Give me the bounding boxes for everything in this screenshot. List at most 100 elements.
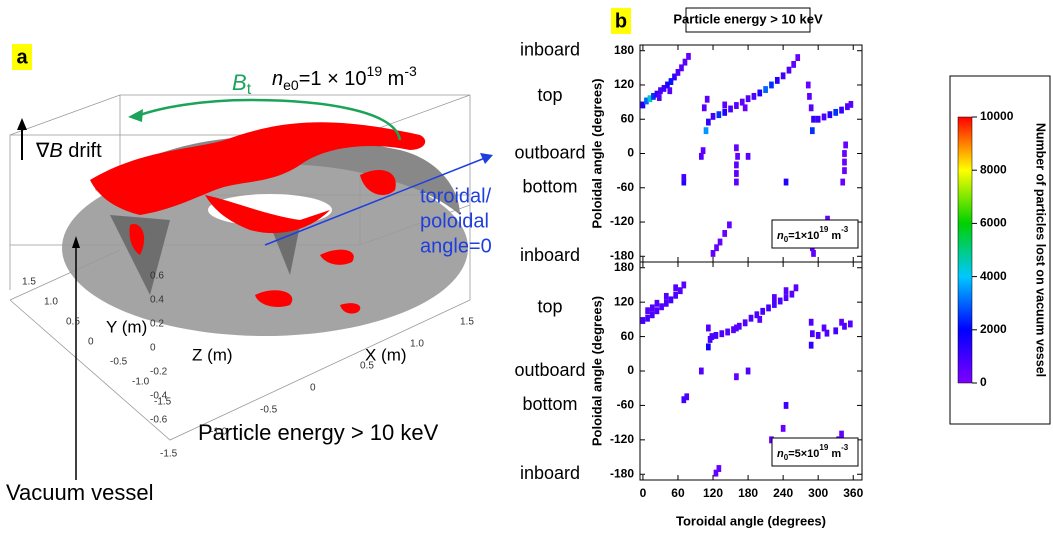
heatmap-cell [714, 470, 719, 477]
heatmap-cell [806, 82, 811, 89]
heatmap-cell [848, 321, 853, 328]
heatmap-cell [781, 72, 786, 79]
heatmap-cell [839, 431, 844, 438]
heatmap-cell [701, 147, 706, 154]
heatmap-cell [822, 114, 827, 121]
heatmap-cell [681, 174, 686, 181]
y-tick-label: -120 [610, 214, 634, 228]
heatmap-cell [706, 343, 711, 350]
colorbar-tick-label: 0 [980, 375, 987, 389]
axis3d-tick: -0.5 [260, 405, 278, 416]
region-label: bottom [522, 394, 577, 414]
region-label: outboard [514, 360, 585, 380]
density-label: ne0=1 × 1019 m-3 [272, 63, 417, 93]
heatmap-cell [769, 82, 774, 89]
heatmap-cell [717, 111, 722, 118]
heatmap-cell [727, 221, 732, 228]
axis3d-tick: 0 [88, 337, 94, 348]
heatmap-cell [809, 342, 814, 349]
axis3d-tick: -1.5 [160, 449, 178, 460]
heatmap-cell [718, 239, 723, 246]
heatmap-cell [809, 319, 814, 326]
heatmap-cell [746, 153, 751, 160]
axis3d-tick: -0.4 [150, 391, 168, 402]
heatmap-cell [778, 298, 783, 305]
heatmap-cell [664, 300, 669, 307]
heatmap-cell [734, 144, 739, 151]
axis3d-tick: 0.6 [150, 271, 164, 282]
heatmap-cell [811, 116, 816, 123]
heatmap-cell [833, 109, 838, 116]
panel-title: Particle energy > 10 keV [673, 11, 823, 26]
annotation-text: =1×10 [788, 230, 819, 242]
axis3d-tick: 0 [150, 343, 156, 354]
heatmap-cell [752, 93, 757, 100]
heatmap-cell [722, 109, 727, 116]
region-label: top [537, 85, 562, 105]
heatmap-cell [667, 87, 672, 94]
heatmap-cell [842, 167, 847, 174]
heatmap-cell [699, 368, 704, 375]
heatmap-cell [708, 336, 713, 343]
heatmap-cell [809, 104, 814, 111]
heatmap-cell [743, 319, 748, 326]
y-tick-label: 0 [627, 363, 634, 377]
heatmap-cell [849, 101, 854, 108]
heatmap-cell [746, 368, 751, 375]
heatmap-cell [743, 104, 748, 111]
heatmap-cell [714, 332, 719, 339]
heatmap-cell [645, 307, 650, 314]
heatmap-cell [705, 96, 710, 103]
figure: a Bt ne0=1 × 1019 m-3 ∇B drift toroidal/… [0, 0, 1053, 533]
axis3d-tick: 1.0 [44, 297, 58, 308]
heatmap-cell [725, 329, 730, 336]
heatmap-cell [816, 116, 821, 123]
heatmap-cell [810, 330, 815, 337]
y-tick-label: 180 [614, 43, 634, 57]
heatmap-cell [657, 94, 662, 101]
region-label: outboard [514, 142, 585, 162]
colorbar [958, 117, 972, 383]
vessel-label: Vacuum vessel [6, 480, 154, 505]
annotation-unit: m [828, 448, 841, 460]
colorbar-tick-label: 4000 [980, 269, 1007, 283]
heatmap-cell [650, 311, 655, 318]
heatmap-cell [655, 307, 660, 314]
y-tick-label: 0 [627, 146, 634, 160]
heatmap-cell [807, 93, 812, 100]
heatmap-cell [719, 330, 724, 337]
field-label: Bt [232, 70, 252, 98]
colorbar-tick-label: 10000 [980, 109, 1014, 123]
colorbar-tick-label: 2000 [980, 322, 1007, 336]
heatmap-cell [810, 127, 815, 134]
axis3d-tick: 1.5 [22, 277, 36, 288]
y-tick-label: 120 [614, 77, 634, 91]
heatmap-cell [816, 332, 821, 339]
axis3d-tick: -0.5 [110, 357, 128, 368]
axis3d-tick: 1.5 [460, 317, 474, 328]
reference-label: toroidal/ [420, 185, 492, 207]
heatmap-cell [784, 402, 789, 409]
axis3d-tick: 0.4 [150, 295, 164, 306]
x-tick-label: 60 [671, 486, 685, 500]
x-tick-label: 180 [738, 486, 758, 500]
drift-label: ∇B drift [35, 140, 102, 162]
region-label: top [537, 297, 562, 317]
heatmap-cell [641, 317, 646, 324]
heatmap-cell [655, 300, 660, 307]
colorbar-tick-label: 8000 [980, 162, 1007, 176]
heatmap-cell [734, 373, 739, 380]
heatmap-cell [681, 282, 686, 289]
energy-label: Particle energy > 10 keV [198, 420, 439, 445]
colorbar-label: Number of particles lost on vacuum vesse… [1034, 123, 1048, 377]
annotation-unit: m [828, 230, 841, 242]
heatmap-cell [843, 142, 848, 149]
axis3d-tick: 0 [310, 383, 316, 394]
heatmap-cell [791, 61, 796, 68]
heatmap-cell [839, 107, 844, 114]
region-label: inboard [520, 463, 580, 483]
axis3d-tick: -0.2 [150, 367, 168, 378]
heatmap-cell [706, 119, 711, 126]
axis3d-tick: -0.6 [150, 415, 168, 426]
annotation-text: =5×10 [788, 448, 819, 460]
